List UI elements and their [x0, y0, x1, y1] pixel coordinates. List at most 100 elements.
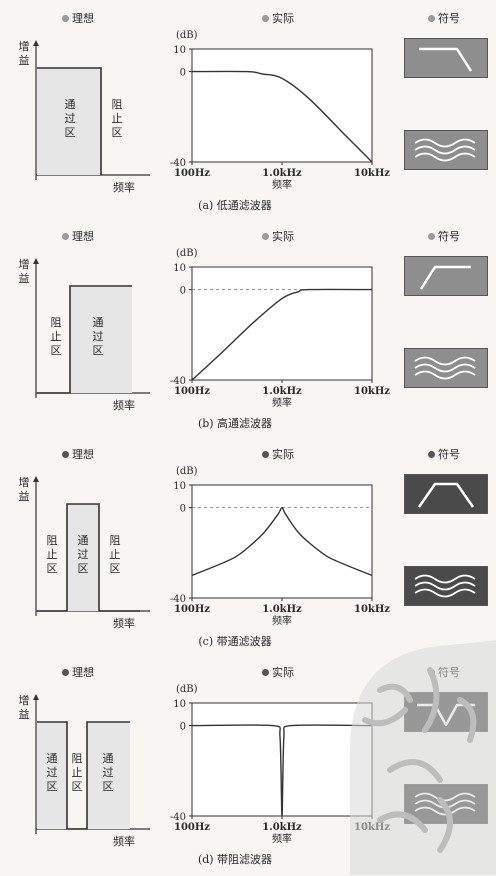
header-ideal: 理想	[62, 446, 94, 462]
passband-label: 过	[93, 330, 104, 343]
filter-symbol	[404, 256, 488, 296]
gain-label: 益	[19, 53, 30, 67]
response-curve	[191, 288, 373, 381]
filter-panel-a: 理想 实际 符号增益频率 通过区 阻止区 (dB) 10 0 -40 100Hz 1.0kHz 10k…	[0, 0, 496, 218]
x-tick-label: 100Hz	[174, 822, 210, 833]
passband-label: 区	[47, 780, 58, 793]
header-symbol-label: 符号	[438, 12, 460, 25]
x-axis-label: 频率	[272, 178, 292, 191]
bullet-dot-icon	[262, 450, 269, 458]
wave-symbol	[404, 348, 488, 388]
passband-label: 通	[103, 752, 114, 765]
response-curve	[191, 724, 373, 817]
bullet-dot-icon	[428, 232, 435, 240]
stopband-label: 区	[72, 780, 83, 793]
passband-fill	[37, 68, 101, 175]
bullet-dot-icon	[62, 14, 69, 22]
bullet-dot-icon	[262, 14, 269, 22]
figure-caption: (c) 带通滤波器	[198, 635, 272, 648]
stopband-label: 止	[51, 330, 62, 343]
header-actual: 实际	[262, 664, 294, 680]
passband-label: 过	[65, 112, 76, 125]
stopband-label: 区	[112, 126, 123, 139]
ideal-response	[37, 721, 130, 830]
header-ideal: 理想	[62, 228, 94, 244]
stopband-label: 阻	[72, 752, 83, 765]
db-unit-label: (dB)	[176, 684, 198, 695]
passband-label: 通	[47, 752, 58, 765]
stopband-label: 阻	[112, 98, 123, 111]
filter-symbol	[404, 692, 488, 732]
x-axis-label: 频率	[272, 614, 292, 627]
stopband-label: 止	[112, 112, 123, 125]
wave-symbol	[404, 130, 488, 170]
freq-label: 频率	[113, 616, 135, 630]
header-ideal: 理想	[62, 10, 94, 26]
response-curve	[191, 506, 373, 577]
ideal-response	[37, 67, 102, 175]
y-arrow-icon	[33, 694, 39, 700]
passband-label: 区	[78, 562, 89, 575]
y-tick-label: 10	[173, 45, 186, 56]
wave-symbol	[404, 566, 488, 606]
y-tick-label: 10	[173, 481, 186, 492]
passband-label: 过	[47, 766, 58, 779]
passband-label: 区	[65, 126, 76, 139]
bullet-dot-icon	[262, 668, 269, 676]
wave-icon	[414, 356, 476, 380]
gain-label: 益	[19, 707, 30, 721]
filter-panel-c: 理想 实际 符号增益频率 阻止区 通过区 阻止区 (dB) 10 0 -40 100Hz 1.0kHz…	[0, 436, 496, 654]
x-tick-label: 100Hz	[174, 386, 210, 397]
bullet-dot-icon	[62, 232, 69, 240]
y-tick-label: 10	[173, 263, 186, 274]
passband-label: 区	[103, 780, 114, 793]
passband-fill	[37, 722, 67, 829]
freq-label: 频率	[113, 180, 135, 194]
bullet-dot-icon	[428, 14, 435, 22]
header-ideal-label: 理想	[72, 666, 94, 679]
filter-shape-icon	[417, 482, 475, 508]
header-ideal-label: 理想	[72, 230, 94, 243]
header-symbol-label: 符号	[438, 448, 460, 461]
header-symbol: 符号	[428, 228, 460, 244]
filter-symbol	[404, 474, 488, 514]
header-actual: 实际	[262, 228, 294, 244]
filter-symbol	[404, 38, 488, 78]
ideal-response	[37, 503, 140, 612]
x-tick-label: 1.0kHz	[262, 168, 302, 179]
header-symbol: 符号	[428, 446, 460, 462]
filter-shape-icon	[419, 47, 473, 72]
x-tick-label: 100Hz	[174, 168, 210, 179]
figure-caption: (d) 带阻滤波器	[197, 853, 273, 866]
header-symbol: 符号	[428, 10, 460, 26]
y-tick-label: -40	[170, 594, 186, 605]
filter-shape-icon	[419, 265, 471, 290]
y-tick-label: 0	[180, 722, 186, 733]
header-symbol-label: 符号	[438, 666, 460, 679]
y-arrow-icon	[33, 40, 39, 46]
stopband-label: 阻	[110, 534, 121, 547]
figure-caption: (b) 高通滤波器	[197, 417, 273, 430]
bullet-dot-icon	[428, 668, 435, 676]
wave-icon	[414, 792, 476, 816]
x-axis-label: 频率	[272, 832, 292, 845]
header-ideal: 理想	[62, 664, 94, 680]
passband-fill	[70, 286, 132, 393]
passband-label: 过	[103, 766, 114, 779]
x-tick-label: 10kHz	[354, 822, 390, 833]
gain-label: 增	[19, 257, 30, 271]
wave-symbol	[404, 784, 488, 824]
stopband-label: 止	[110, 548, 121, 561]
y-tick-label: 0	[180, 68, 186, 79]
passband-label: 区	[93, 344, 104, 357]
header-ideal-label: 理想	[72, 448, 94, 461]
stopband-label: 止	[47, 548, 58, 561]
ideal-response	[37, 285, 132, 394]
chart-frame	[191, 266, 373, 381]
gain-label: 益	[19, 271, 30, 285]
stopband-label: 阻	[51, 316, 62, 329]
